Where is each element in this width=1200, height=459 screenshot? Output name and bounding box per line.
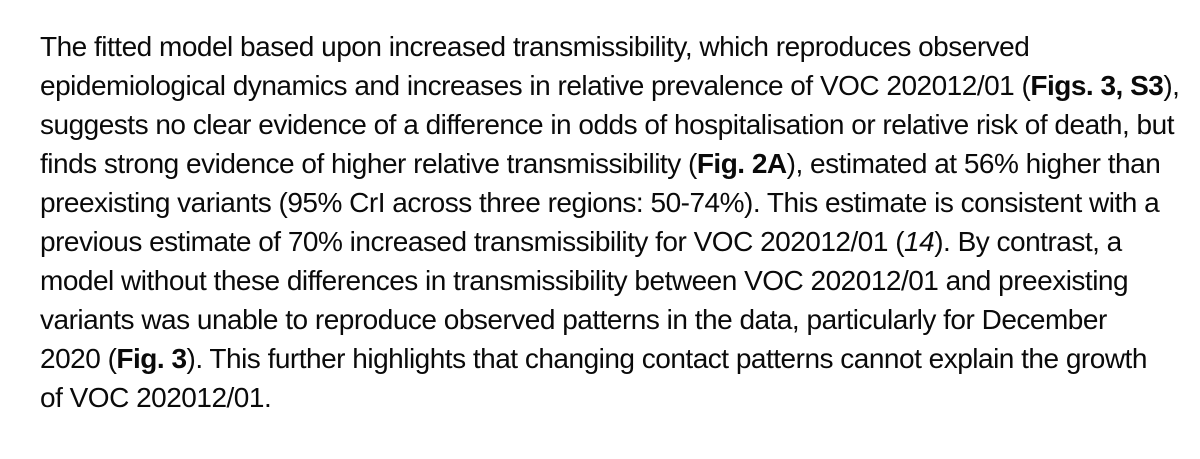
paragraph: The fitted model based upon increased tr…: [40, 27, 1180, 417]
text-segment: 2020 (: [40, 343, 117, 374]
text-segment: ). This further highlights that changing…: [186, 343, 1148, 374]
text-segment: ). By contrast, a: [934, 226, 1122, 257]
text-line: of VOC 202012/01.: [40, 378, 1180, 417]
text-line: finds strong evidence of higher relative…: [40, 144, 1180, 183]
text-segment: of VOC 202012/01.: [40, 382, 272, 413]
text-segment: epidemiological dynamics and increases i…: [40, 70, 1031, 101]
text-segment: model without these differences in trans…: [40, 265, 1129, 296]
text-segment: finds strong evidence of higher relative…: [40, 148, 697, 179]
figure-reference: Fig. 3: [116, 343, 187, 374]
text-segment: ), estimated at 56% higher than: [786, 148, 1161, 179]
text-segment: variants was unable to reproduce observe…: [40, 304, 1107, 335]
text-line: epidemiological dynamics and increases i…: [40, 66, 1180, 105]
text-segment: preexisting variants (95% CrI across thr…: [40, 187, 1160, 218]
text-line: previous estimate of 70% increased trans…: [40, 222, 1180, 261]
figure-reference: Figs. 3, S3: [1030, 70, 1164, 101]
text-line: 2020 (Fig. 3). This further highlights t…: [40, 339, 1180, 378]
text-line: suggests no clear evidence of a differen…: [40, 105, 1180, 144]
figure-reference: Fig. 2A: [696, 148, 787, 179]
reference-citation: 14: [904, 226, 935, 257]
text-segment: previous estimate of 70% increased trans…: [40, 226, 905, 257]
text-line: preexisting variants (95% CrI across thr…: [40, 183, 1180, 222]
text-segment: ),: [1163, 70, 1180, 101]
text-line: model without these differences in trans…: [40, 261, 1180, 300]
text-segment: suggests no clear evidence of a differen…: [40, 109, 1174, 140]
text-line: variants was unable to reproduce observe…: [40, 300, 1180, 339]
text-segment: The fitted model based upon increased tr…: [40, 31, 1030, 62]
text-line: The fitted model based upon increased tr…: [40, 27, 1180, 66]
